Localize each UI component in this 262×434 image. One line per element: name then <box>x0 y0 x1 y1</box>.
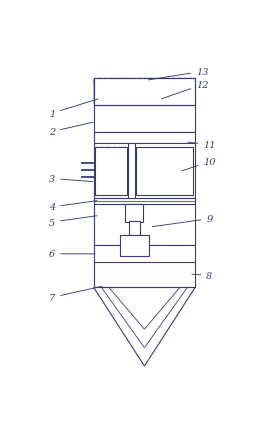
Text: 9: 9 <box>152 215 212 227</box>
Text: 5: 5 <box>49 216 97 227</box>
Bar <box>94 79 195 105</box>
Bar <box>125 204 143 223</box>
Bar <box>94 144 195 199</box>
Text: 7: 7 <box>49 286 102 302</box>
Text: 12: 12 <box>161 81 209 100</box>
Text: 11: 11 <box>188 141 216 150</box>
Bar <box>136 147 193 196</box>
Text: 4: 4 <box>49 201 97 212</box>
Bar <box>94 105 195 132</box>
Text: 2: 2 <box>49 123 93 137</box>
Bar <box>120 235 149 256</box>
Text: 13: 13 <box>148 68 209 81</box>
Text: 6: 6 <box>49 250 95 259</box>
Text: 10: 10 <box>182 158 216 171</box>
Bar <box>129 222 140 236</box>
Bar <box>94 198 195 204</box>
Bar <box>94 204 195 246</box>
Bar <box>94 79 195 105</box>
Bar <box>94 246 195 288</box>
Text: 8: 8 <box>192 272 212 280</box>
Bar <box>94 132 195 144</box>
Text: 3: 3 <box>49 174 93 184</box>
Text: 1: 1 <box>49 100 98 118</box>
Bar <box>95 147 127 196</box>
